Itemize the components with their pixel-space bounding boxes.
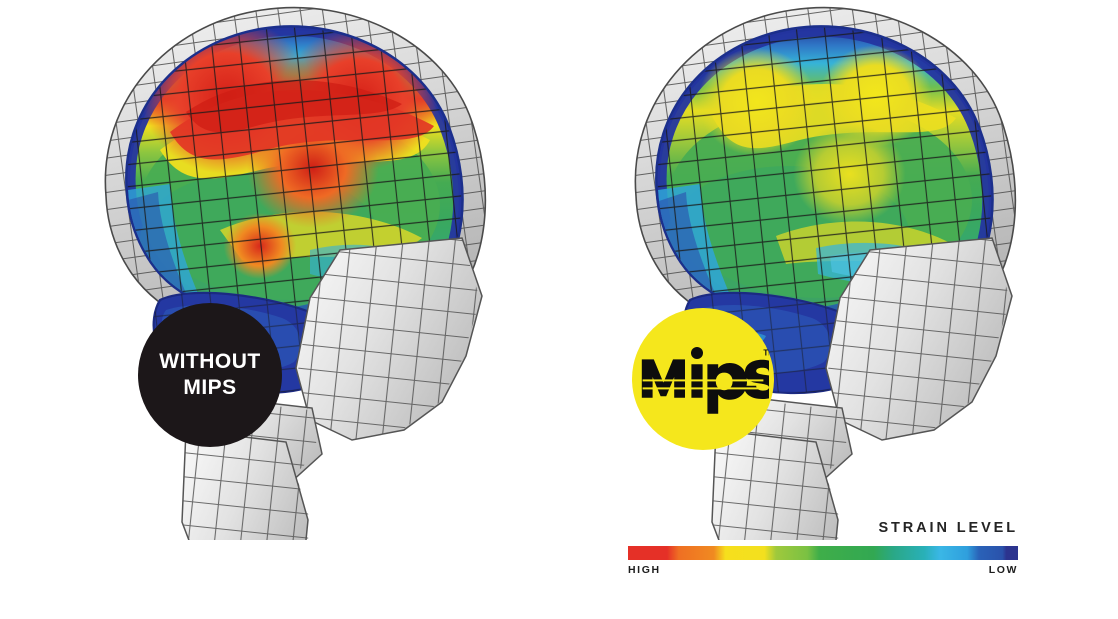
badge-without-mips-line2: MIPS xyxy=(183,376,237,399)
mips-trademark-mark: TM xyxy=(763,348,769,357)
head-model-with-mips xyxy=(540,0,1080,540)
head-model-without-mips xyxy=(10,0,550,540)
mips-wordmark-icon: TM xyxy=(641,347,769,414)
badge-mips-logo: TM xyxy=(632,308,774,450)
strain-level-legend: STRAIN LEVEL xyxy=(628,520,1018,584)
legend-high-label: HIGH xyxy=(628,564,661,576)
neck-spine-without xyxy=(181,429,310,540)
legend-title: STRAIN LEVEL xyxy=(878,520,1018,536)
legend-low-label: LOW xyxy=(988,564,1018,576)
strain-color-bar xyxy=(628,546,1018,560)
badge-without-mips: WITHOUT MIPS xyxy=(138,303,282,447)
badge-without-mips-line1: WITHOUT xyxy=(159,349,261,373)
